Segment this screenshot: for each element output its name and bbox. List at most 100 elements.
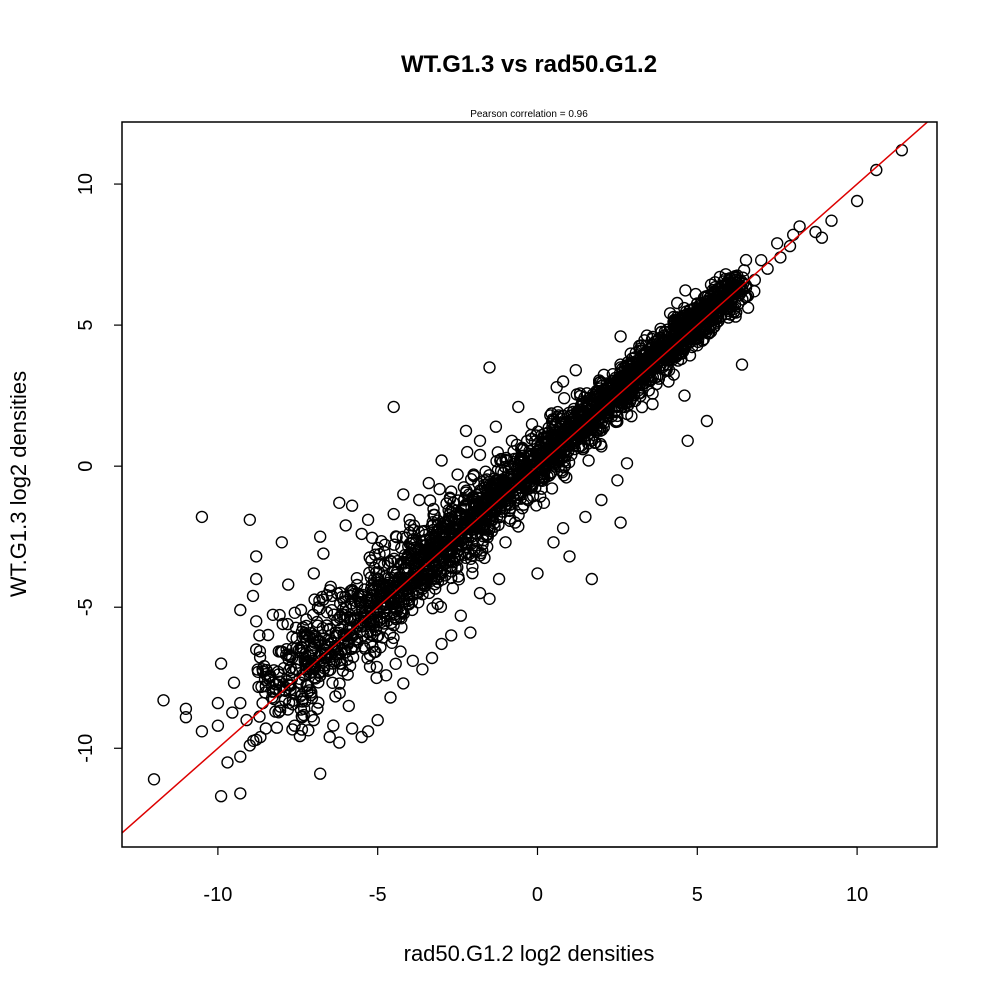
cloud-point (481, 531, 494, 544)
scatter-point (550, 381, 563, 394)
scatter-point (445, 629, 458, 642)
cloud-point (428, 508, 441, 522)
cloud-point (671, 296, 684, 310)
scatter-point (787, 228, 800, 242)
cloud-point (616, 365, 629, 378)
scatter-point (774, 251, 787, 264)
scatter-point (595, 493, 608, 507)
cloud-point (285, 665, 299, 679)
cloud-point (433, 482, 446, 496)
cloud-point (247, 734, 260, 747)
scatter-point (323, 730, 336, 744)
scatter-point (250, 550, 263, 563)
x-tick-label: 10 (846, 884, 868, 906)
cloud-point (358, 583, 371, 596)
cloud-point (419, 579, 432, 592)
scatter-point (406, 654, 419, 667)
cloud-point (500, 451, 513, 465)
scatter-point (473, 586, 487, 600)
scatter-point (461, 445, 474, 459)
cloud-point (306, 665, 319, 678)
cloud-point (452, 570, 465, 583)
cloud-point (309, 672, 322, 685)
scatter-point (464, 626, 477, 639)
y-tick-label: -5 (75, 598, 97, 616)
cloud-point (499, 501, 512, 515)
cloud-point (576, 440, 590, 454)
scatter-point (678, 389, 691, 402)
cloud-point (663, 307, 677, 320)
scatter-point (646, 397, 659, 411)
scatter-point (397, 488, 410, 501)
cloud-point (467, 498, 481, 511)
cloud-point (412, 596, 425, 609)
cloud-point (297, 668, 310, 681)
cloud-point (283, 678, 296, 692)
correlation-line (122, 122, 929, 834)
cloud-point (280, 648, 293, 662)
cloud-point (330, 653, 343, 666)
cloud-point (391, 554, 404, 568)
scatter-point (355, 527, 368, 541)
cloud-point (357, 629, 370, 642)
cloud-point (254, 730, 267, 744)
cloud-point (339, 628, 353, 641)
scatter-point (425, 651, 439, 665)
cloud-point (259, 668, 272, 681)
cloud-point (739, 253, 753, 267)
cloud-point (667, 348, 680, 361)
scatter-point (585, 572, 598, 586)
cloud-point (457, 536, 470, 549)
scatter-point (157, 694, 170, 707)
cloud-point (655, 342, 669, 355)
cloud-point (483, 505, 496, 518)
cloud-point (295, 723, 309, 736)
cloud-point (361, 652, 374, 665)
cloud-point (420, 533, 433, 546)
cloud-point (286, 698, 299, 711)
y-tick-label: 10 (75, 173, 97, 195)
cloud-point (740, 290, 753, 303)
cloud-point (712, 285, 725, 299)
cloud-point (293, 729, 307, 743)
cloud-point (645, 332, 659, 346)
scatter-point (473, 434, 487, 447)
cloud-point (324, 580, 337, 593)
cloud-point (411, 572, 424, 585)
cloud-point (667, 324, 680, 337)
dense-point-cloud (226, 253, 761, 747)
cloud-point (567, 439, 581, 452)
scatter-point (614, 330, 627, 343)
scatter-point (339, 519, 352, 532)
cloud-point (569, 422, 583, 435)
scatter-point (250, 615, 263, 628)
cloud-point (494, 454, 507, 467)
cloud-point (305, 686, 318, 699)
cloud-point (385, 636, 399, 649)
cloud-point (545, 415, 559, 428)
scatter-point (211, 719, 225, 732)
cloud-point (704, 310, 717, 323)
scatter-point (454, 609, 467, 622)
cloud-point (677, 314, 690, 328)
cloud-point (387, 619, 400, 632)
scatter-point (735, 358, 749, 371)
cloud-point (274, 700, 287, 713)
scatter-point (282, 578, 295, 591)
cloud-point (498, 460, 511, 474)
scatter-point (569, 364, 582, 377)
cloud-point (590, 421, 603, 434)
scatter-point (345, 722, 359, 735)
cloud-point (387, 576, 400, 589)
cloud-point (371, 593, 384, 607)
cloud-point (327, 608, 340, 621)
scatter-point (850, 194, 864, 208)
scatter-point (234, 750, 247, 763)
cloud-point (610, 414, 623, 427)
cloud-point (685, 325, 698, 338)
cloud-point (364, 571, 378, 584)
cloud-point (591, 396, 604, 410)
cloud-point (317, 593, 330, 606)
scatter-point (870, 163, 883, 177)
cloud-point (295, 641, 308, 654)
